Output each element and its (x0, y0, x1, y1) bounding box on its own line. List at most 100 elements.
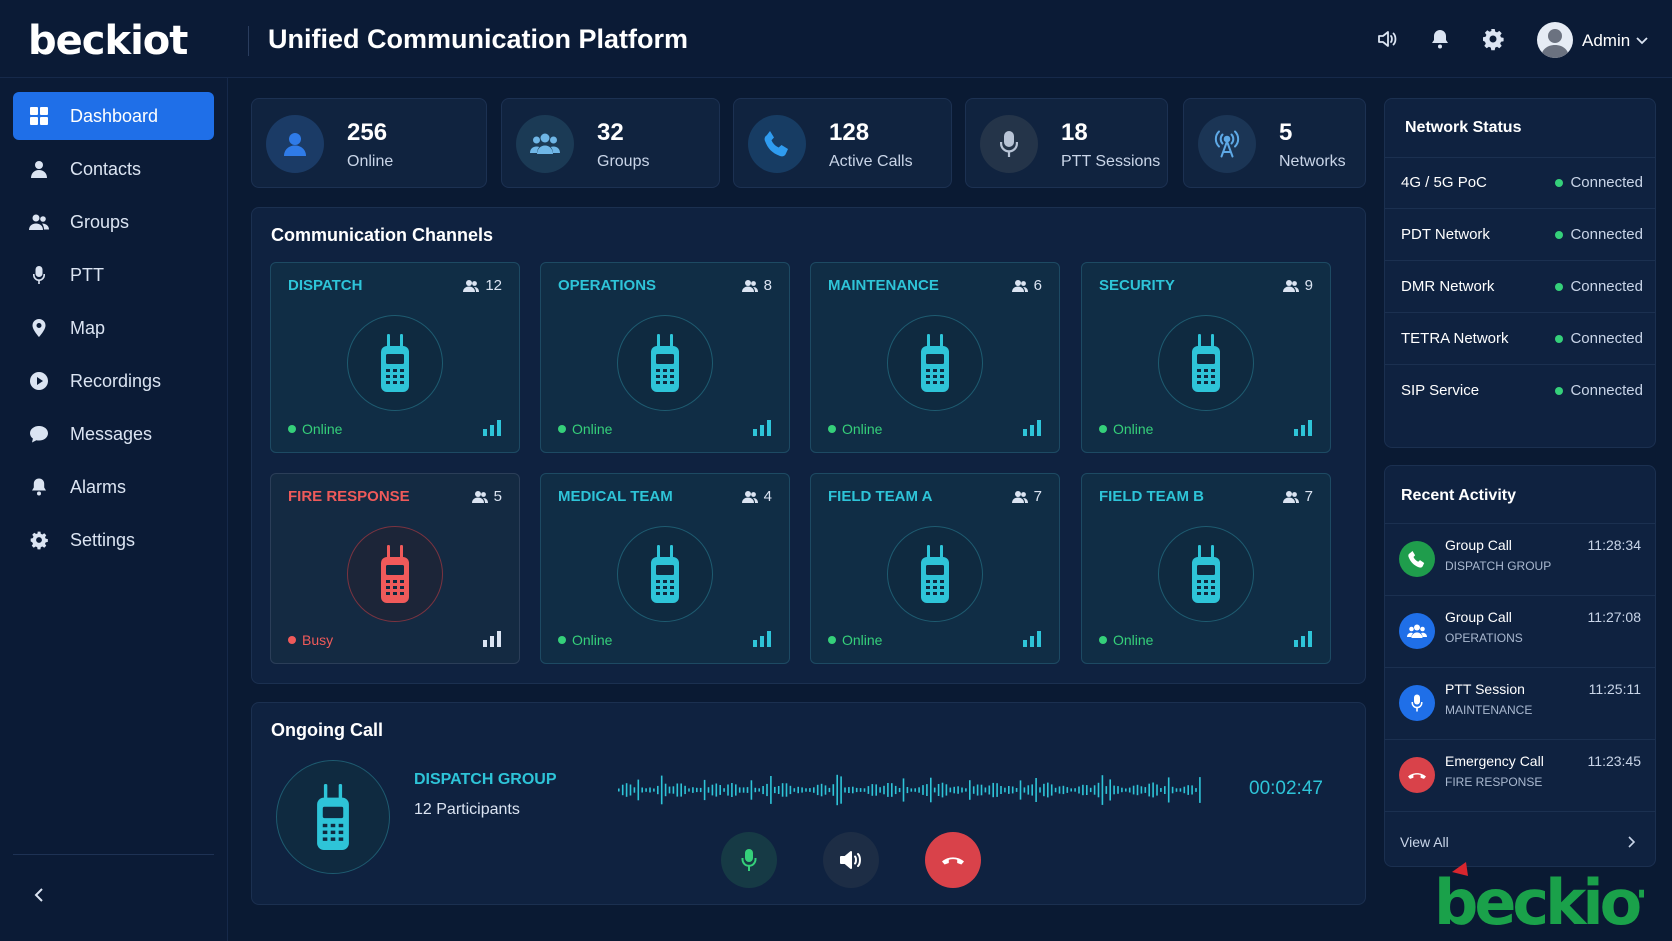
waveform-bar (1000, 786, 1002, 794)
collapse-sidebar-chevron-left-icon[interactable] (28, 884, 50, 906)
chevron-down-icon[interactable] (1634, 32, 1650, 48)
sidebar-divider (13, 854, 214, 855)
channel-name: FIELD TEAM B (1099, 488, 1204, 505)
stat-card-online[interactable]: 256 Online (251, 98, 487, 188)
channel-card[interactable]: OPERATIONS 8 Online (540, 262, 790, 453)
walkie-talkie-icon[interactable] (347, 526, 443, 622)
stat-card-groups[interactable]: 32 Groups (501, 98, 720, 188)
walkie-talkie-icon[interactable] (617, 315, 713, 411)
members-icon (1282, 490, 1305, 504)
recordings-icon (28, 370, 50, 392)
sidebar-item-label: Contacts (70, 158, 142, 179)
waveform-bar (832, 784, 835, 796)
channel-status: Online (1099, 421, 1153, 437)
waveform-bar (653, 788, 655, 792)
channel-card[interactable]: MEDICAL TEAM 4 Online (540, 473, 790, 664)
waveform-bar (894, 785, 897, 795)
channel-status: Online (558, 632, 612, 648)
waveform-bar (618, 788, 620, 792)
waveform-bar (774, 786, 776, 794)
status-label: Busy (302, 632, 334, 648)
hang-up-button[interactable] (925, 832, 981, 888)
user-name[interactable]: Admin (1582, 31, 1631, 50)
waveform-bar (945, 784, 948, 796)
activity-row[interactable]: Group Call OPERATIONS 11:27:08 (1385, 596, 1655, 668)
sidebar-item-recordings[interactable]: Recordings (13, 357, 214, 405)
activity-row[interactable]: PTT Session MAINTENANCE 11:25:11 (1385, 668, 1655, 740)
waveform-bar (1156, 784, 1158, 796)
microphone-icon (741, 849, 757, 871)
activity-time: 11:23:45 (1587, 753, 1641, 769)
waveform-bar (668, 786, 671, 794)
network-name: DMR Network (1401, 278, 1495, 295)
status-label: Online (1113, 632, 1154, 648)
waveform-bar (684, 785, 686, 795)
waveform-bar (629, 784, 632, 796)
speaker-button[interactable] (823, 832, 879, 888)
sidebar-item-groups[interactable]: Groups (13, 198, 214, 246)
notification-bell-icon[interactable] (1427, 26, 1453, 52)
status-label: Connected (1570, 174, 1643, 191)
speaker-icon[interactable] (1374, 26, 1400, 52)
channel-card[interactable]: FIRE RESPONSE 5 Busy (270, 473, 520, 664)
channel-card[interactable]: DISPATCH 12 Online (270, 262, 520, 453)
waveform-bar (969, 780, 971, 800)
walkie-talkie-icon[interactable] (347, 315, 443, 411)
stat-card-networks[interactable]: 5 Networks (1183, 98, 1366, 188)
stat-value: 128 (829, 119, 870, 146)
walkie-talkie-icon[interactable] (1158, 526, 1254, 622)
waveform-bar (766, 783, 768, 797)
network-row: SIP Service Connected (1385, 366, 1655, 417)
microphone-icon (980, 115, 1038, 173)
messages-icon (28, 423, 50, 445)
activity-subtitle: FIRE RESPONSE (1445, 775, 1543, 789)
sidebar-item-alarms[interactable]: Alarms (13, 463, 214, 511)
sidebar-item-map[interactable]: Map (13, 304, 214, 352)
signal-strength-icon (752, 420, 772, 436)
waveform-bar (1066, 787, 1069, 793)
waveform-bar (719, 785, 721, 795)
sidebar-item-dashboard[interactable]: Dashboard (13, 92, 214, 140)
channel-card[interactable]: FIELD TEAM A 7 Online (810, 473, 1060, 664)
sidebar-item-ptt[interactable]: PTT (13, 251, 214, 299)
waveform-bar (965, 788, 967, 792)
walkie-talkie-icon[interactable] (617, 526, 713, 622)
walkie-talkie-icon[interactable] (1158, 315, 1254, 411)
signal-strength-icon (482, 420, 502, 436)
waveform-bar (738, 787, 741, 793)
waveform-bar (976, 784, 979, 796)
activity-time: 11:25:11 (1588, 681, 1641, 697)
channel-card[interactable]: MAINTENANCE 6 Online (810, 262, 1060, 453)
walkie-talkie-icon[interactable] (887, 315, 983, 411)
user-avatar[interactable] (1537, 22, 1573, 58)
stat-card-ptt-sessions[interactable]: 18 PTT Sessions (965, 98, 1168, 188)
settings-gear-icon[interactable] (1480, 26, 1506, 52)
gear-icon (28, 529, 50, 551)
brand-logo[interactable]: beckiot (28, 18, 188, 64)
call-participants: 12 Participants (414, 801, 520, 818)
channel-card[interactable]: FIELD TEAM B 7 Online (1081, 473, 1331, 664)
walkie-talkie-icon[interactable] (887, 526, 983, 622)
waveform-bar (1062, 785, 1065, 795)
signal-strength-icon (1293, 631, 1313, 647)
activity-row[interactable]: Emergency Call FIRE RESPONSE 11:23:45 (1385, 740, 1655, 812)
sidebar-item-messages[interactable]: Messages (13, 410, 214, 458)
status-dot (1555, 230, 1564, 239)
channel-card[interactable]: SECURITY 9 Online (1081, 262, 1331, 453)
network-status: Connected (1555, 330, 1643, 347)
view-all-link[interactable]: View All (1400, 834, 1449, 850)
section-title: Network Status (1405, 119, 1522, 136)
activity-time: 11:28:34 (1587, 537, 1641, 553)
network-status-panel (1384, 98, 1656, 448)
waveform-bar (785, 783, 788, 797)
stat-card-active-calls[interactable]: 128 Active Calls (733, 98, 952, 188)
waveform-bar (1050, 784, 1053, 796)
sidebar-item-contacts[interactable]: Contacts (13, 145, 214, 193)
sidebar-item-label: Recordings (70, 370, 162, 391)
activity-subtitle: OPERATIONS (1445, 631, 1523, 645)
chevron-right-icon[interactable] (1624, 835, 1638, 849)
sidebar-item-settings[interactable]: Settings (13, 516, 214, 564)
activity-row[interactable]: Group Call DISPATCH GROUP 11:28:34 (1385, 524, 1655, 596)
mute-microphone-button[interactable] (721, 832, 777, 888)
members-icon (741, 490, 764, 504)
